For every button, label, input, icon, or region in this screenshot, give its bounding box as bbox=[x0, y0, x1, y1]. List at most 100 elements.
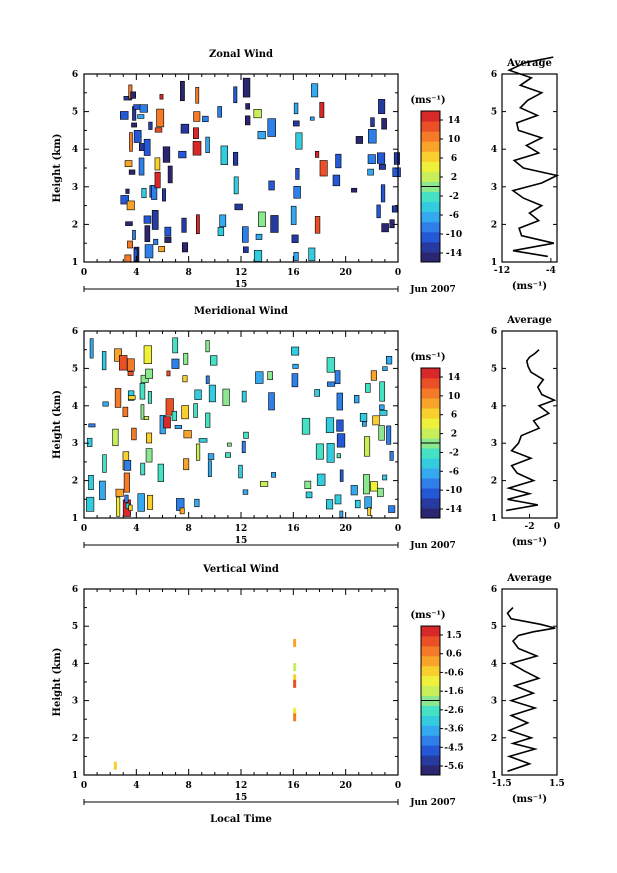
average-y-tick-label: 3 bbox=[491, 697, 497, 707]
heatmap-cell bbox=[368, 129, 377, 144]
average-line bbox=[507, 56, 560, 258]
average-frame bbox=[501, 73, 558, 263]
heatmap-cell bbox=[144, 244, 154, 259]
colorbar-tick-label: 1.5 bbox=[446, 631, 462, 641]
x-tick-label: 20 bbox=[339, 781, 352, 791]
heatmap-cell bbox=[112, 428, 119, 447]
heatmap-cell bbox=[205, 340, 210, 353]
colorbar-swatch bbox=[421, 428, 440, 439]
y-tick-label: 1 bbox=[72, 771, 78, 781]
colorbar-unit: (ms⁻¹) bbox=[410, 610, 445, 621]
colorbar-tick-label: -2 bbox=[449, 448, 459, 458]
colorbar-swatch bbox=[421, 251, 440, 263]
colorbar-tick-label: -0.6 bbox=[444, 668, 463, 678]
average-x-tick-label: -1.5 bbox=[492, 779, 511, 789]
heatmap-cell bbox=[241, 440, 246, 453]
colorbar-tick-label: -5.6 bbox=[444, 762, 463, 772]
average-profile: Average 1 2 3 4 5 6 -12 -4 (ms⁻¹) bbox=[491, 56, 560, 292]
data-cells bbox=[86, 337, 396, 518]
heatmap-cell bbox=[180, 80, 185, 102]
heatmap-cell bbox=[124, 160, 133, 168]
heatmap-cell bbox=[207, 460, 212, 477]
colorbar-swatch bbox=[421, 131, 440, 142]
heatmap-cell bbox=[222, 388, 230, 406]
heatmap-cell bbox=[137, 114, 145, 119]
colorbar-swatch bbox=[421, 448, 440, 459]
x-tick-label: 0 bbox=[81, 268, 87, 278]
heatmap-cell bbox=[364, 436, 371, 457]
colorbar-swatch bbox=[421, 121, 440, 132]
heatmap-cell bbox=[146, 432, 153, 444]
heatmap-cell bbox=[351, 187, 358, 193]
heatmap-cell bbox=[370, 481, 378, 492]
heatmap-cell bbox=[122, 406, 129, 418]
heatmap-cell bbox=[372, 415, 380, 426]
x-tick-label: 20 bbox=[339, 268, 352, 278]
colorbar-tick-label: -2.6 bbox=[444, 706, 463, 716]
date-bar-label: 15 bbox=[235, 536, 248, 546]
average-y-tick-label: 5 bbox=[491, 622, 497, 632]
y-tick-label: 3 bbox=[72, 183, 78, 193]
heatmap-cell bbox=[151, 210, 159, 230]
heatmap-cell bbox=[392, 167, 401, 178]
colorbar-tick-label: -3.6 bbox=[444, 725, 463, 735]
x-tick-label: 16 bbox=[287, 524, 300, 534]
heatmap-cell bbox=[207, 453, 215, 460]
heatmap-cell bbox=[335, 153, 342, 169]
colorbar-swatch bbox=[421, 368, 440, 379]
heatmap-cell bbox=[336, 419, 344, 432]
colorbar-swatch bbox=[421, 626, 440, 637]
y-tick-label: 2 bbox=[72, 220, 78, 230]
heatmap-cell bbox=[123, 472, 130, 493]
heatmap-cell bbox=[86, 437, 93, 447]
average-frame bbox=[501, 330, 558, 519]
heatmap-cell bbox=[123, 460, 132, 471]
heatmap-cell bbox=[126, 200, 135, 211]
colorbar-swatch bbox=[421, 498, 440, 509]
colorbar-swatch bbox=[421, 418, 440, 429]
heatmap-cell bbox=[380, 184, 386, 203]
heatmap-cell bbox=[326, 499, 334, 510]
heatmap-cell bbox=[143, 416, 150, 420]
heatmap-cell bbox=[241, 390, 247, 403]
plot-frame bbox=[83, 73, 399, 263]
colorbar-swatch bbox=[421, 655, 440, 667]
heatmap-cell bbox=[243, 431, 249, 439]
average-y-tick-label: 4 bbox=[491, 659, 497, 669]
heatmap-cell bbox=[354, 499, 361, 509]
heatmap-cell bbox=[193, 111, 201, 122]
heatmap-cell bbox=[205, 412, 211, 428]
heatmap-cell bbox=[193, 403, 198, 418]
heatmap-cell bbox=[171, 411, 178, 421]
heatmap-cell bbox=[365, 383, 371, 393]
heatmap-cell bbox=[377, 152, 386, 164]
heatmap-cell bbox=[174, 425, 183, 429]
y-tick-label: 5 bbox=[72, 622, 78, 632]
heatmap-cell bbox=[293, 707, 297, 716]
heatmap-cell bbox=[102, 454, 107, 473]
average-y-tick-label: 1 bbox=[491, 514, 497, 524]
average-title: Average bbox=[506, 315, 552, 326]
y-axis-label: Height (km) bbox=[52, 390, 63, 459]
heatmap-cell bbox=[378, 163, 386, 170]
x-tick-label: 8 bbox=[186, 524, 192, 534]
heatmap-cell bbox=[141, 187, 147, 199]
x-tick-label: 0 bbox=[395, 268, 401, 278]
colorbar-swatch bbox=[421, 488, 440, 499]
heatmap-cell bbox=[220, 145, 228, 165]
colorbar-tick-label: -2 bbox=[449, 192, 459, 202]
heatmap-cell bbox=[205, 375, 210, 384]
heatmap-cell bbox=[181, 405, 189, 420]
heatmap-cell bbox=[314, 216, 321, 234]
heatmap-cell bbox=[325, 417, 335, 433]
heatmap-cell bbox=[130, 91, 136, 99]
heatmap-cell bbox=[147, 494, 154, 510]
heatmap-cell bbox=[242, 489, 249, 495]
x-tick-label: 0 bbox=[81, 781, 87, 791]
heatmap-cell bbox=[101, 351, 107, 371]
average-title: Average bbox=[506, 58, 552, 69]
colorbar-swatch bbox=[421, 725, 440, 736]
heatmap-cell bbox=[131, 122, 137, 128]
heatmap-cell bbox=[180, 123, 190, 134]
